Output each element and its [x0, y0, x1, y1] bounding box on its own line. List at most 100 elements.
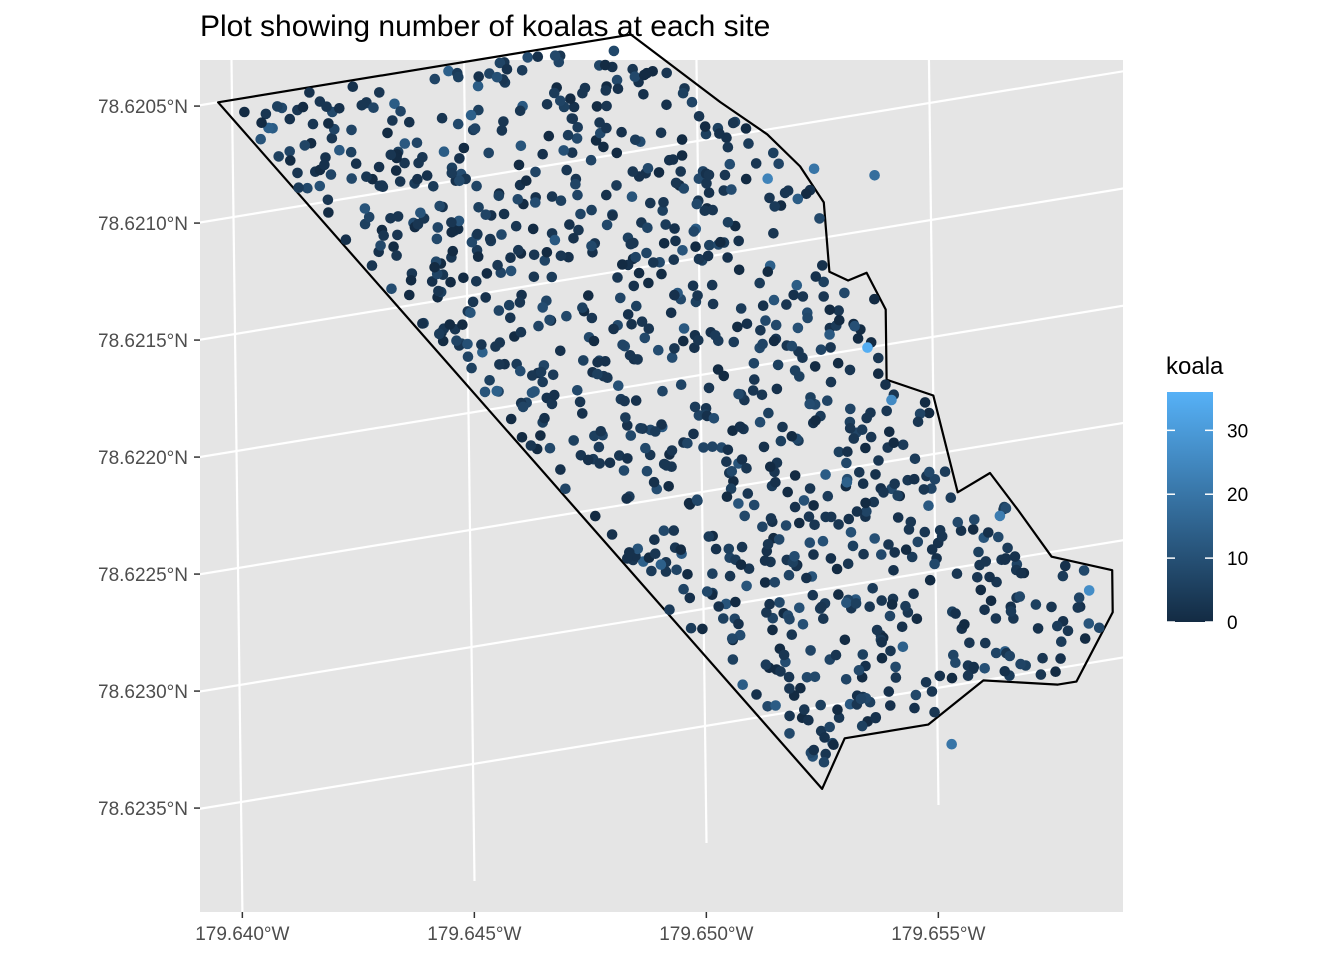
- data-point: [586, 312, 598, 324]
- data-point: [539, 255, 551, 266]
- data-point: [549, 234, 561, 246]
- study-area-boundary: [217, 33, 1114, 791]
- data-point-high: [869, 170, 880, 181]
- data-point: [822, 395, 833, 407]
- data-point: [668, 525, 680, 536]
- data-point: [373, 161, 385, 173]
- data-point: [707, 441, 718, 453]
- data-point: [693, 335, 704, 346]
- data-point: [962, 670, 974, 681]
- data-point: [515, 140, 527, 152]
- data-point: [590, 510, 601, 522]
- data-point: [798, 495, 810, 506]
- data-point: [726, 184, 737, 195]
- data-point: [764, 598, 775, 610]
- data-point: [368, 102, 379, 113]
- data-point: [792, 193, 804, 205]
- data-point: [839, 287, 850, 299]
- data-point: [646, 565, 657, 577]
- data-point: [678, 583, 689, 595]
- boundary-layer: [217, 33, 1114, 791]
- data-point: [820, 469, 831, 480]
- data-point: [648, 257, 659, 268]
- data-point: [256, 117, 267, 128]
- data-point: [573, 224, 584, 236]
- data-point: [702, 250, 714, 262]
- data-point: [304, 87, 315, 98]
- data-point: [648, 476, 660, 488]
- data-point: [549, 389, 560, 401]
- data-point: [834, 314, 845, 326]
- data-point: [688, 428, 699, 440]
- data-point: [669, 223, 680, 234]
- data-point: [873, 352, 884, 364]
- data-point: [833, 589, 844, 600]
- data-point: [825, 553, 837, 564]
- data-point: [934, 525, 946, 536]
- data-point: [924, 466, 935, 478]
- data-point: [297, 101, 309, 113]
- data-point: [950, 608, 961, 619]
- data-point: [880, 379, 891, 391]
- data-point: [884, 610, 896, 622]
- data-point: [799, 704, 810, 715]
- data-point: [562, 129, 574, 141]
- data-point: [797, 619, 809, 630]
- data-point: [658, 525, 670, 536]
- data-point: [825, 342, 836, 353]
- data-point: [946, 672, 958, 684]
- data-point: [684, 592, 696, 604]
- data-point: [544, 442, 556, 454]
- data-point: [699, 205, 711, 216]
- data-point: [747, 385, 759, 396]
- data-point: [496, 125, 508, 136]
- data-point: [802, 312, 813, 324]
- data-point: [770, 477, 781, 488]
- data-point: [530, 166, 541, 178]
- data-point: [1046, 601, 1057, 613]
- data-point: [706, 279, 718, 291]
- data-point: [911, 613, 923, 625]
- data-point: [801, 572, 812, 584]
- data-point: [645, 197, 656, 209]
- data-point: [878, 487, 889, 498]
- data-point: [764, 192, 775, 204]
- data-point: [783, 569, 795, 581]
- data-point: [860, 497, 871, 509]
- data-point: [512, 194, 524, 205]
- data-point: [868, 496, 880, 508]
- data-point: [356, 100, 368, 111]
- data-point: [622, 453, 633, 464]
- data-point: [612, 272, 623, 283]
- data-point: [851, 506, 863, 517]
- data-point: [446, 227, 458, 238]
- data-point: [975, 584, 987, 596]
- data-point: [737, 679, 748, 690]
- data-point: [513, 244, 524, 256]
- data-point: [924, 574, 936, 586]
- data-point: [657, 385, 668, 397]
- data-point: [762, 266, 774, 278]
- data-point: [803, 714, 814, 726]
- data-point: [762, 701, 773, 712]
- data-point: [934, 670, 946, 682]
- data-point: [897, 439, 909, 451]
- data-point: [841, 597, 852, 609]
- data-point: [732, 321, 743, 333]
- data-point: [477, 347, 488, 358]
- data-point: [527, 223, 539, 235]
- data-point: [833, 712, 845, 723]
- data-point: [239, 106, 250, 118]
- data-point: [620, 412, 631, 423]
- data-point: [804, 483, 816, 494]
- data-point: [804, 537, 816, 548]
- data-point: [824, 304, 836, 316]
- data-point: [285, 155, 296, 166]
- data-point: [760, 315, 771, 326]
- data-point: [454, 153, 465, 164]
- data-point: [469, 123, 481, 134]
- data-point: [515, 326, 527, 338]
- data-point: [650, 548, 661, 559]
- data-point: [592, 357, 603, 368]
- data-point: [657, 205, 668, 216]
